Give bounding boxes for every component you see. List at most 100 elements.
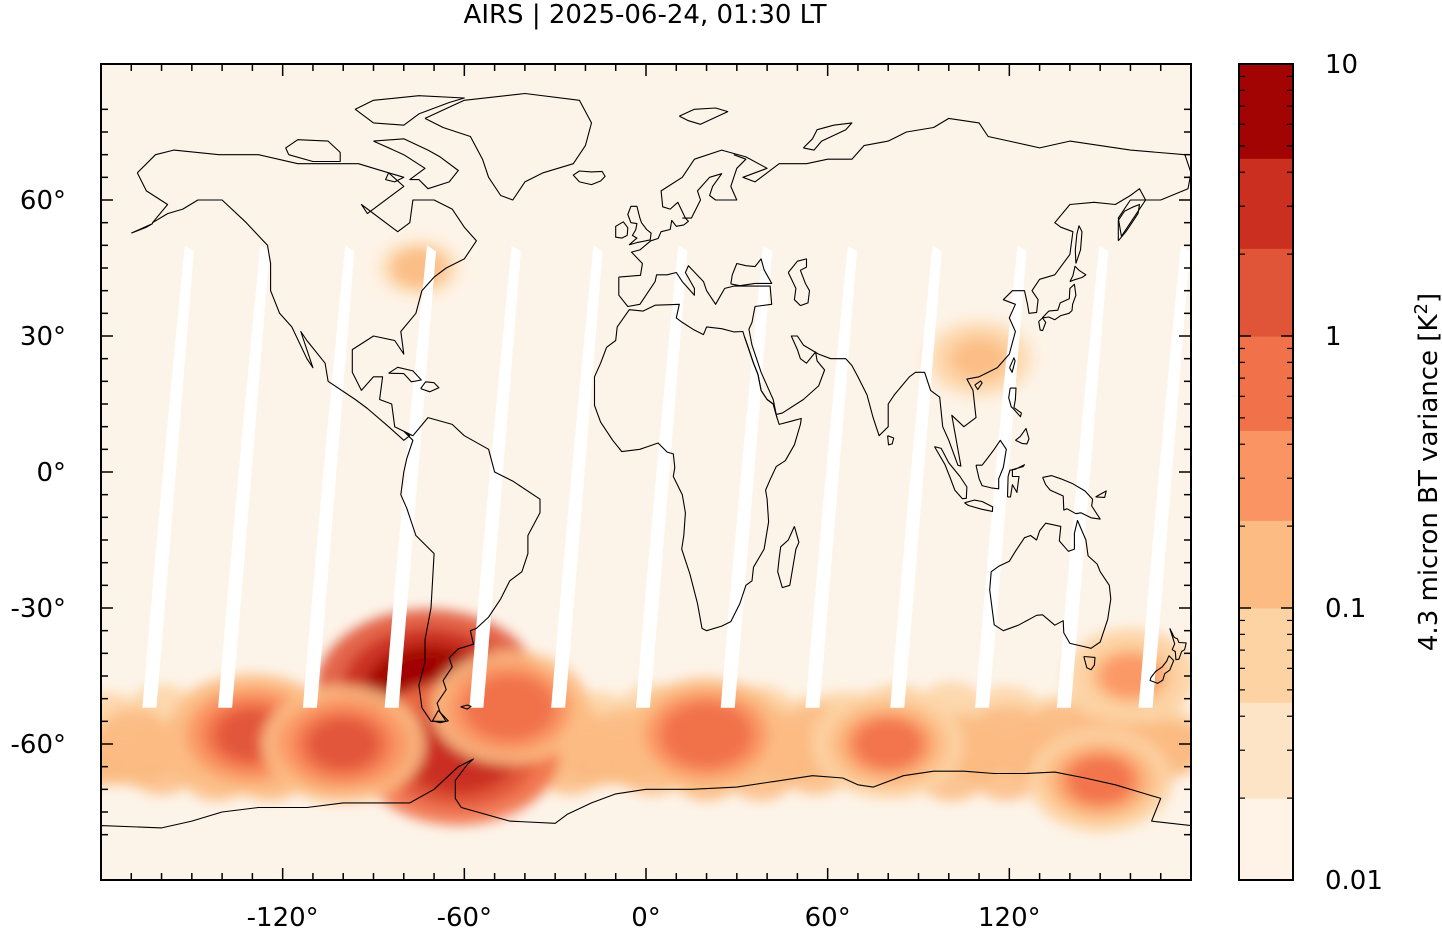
orbit-gap xyxy=(469,245,521,708)
lon-tick-label: 120° xyxy=(978,903,1041,930)
coastline-tierra-del-fuego xyxy=(431,710,449,724)
coastline-arabia-red-sea xyxy=(743,336,778,419)
coastline-greenland xyxy=(424,92,593,201)
orbit-gap xyxy=(384,245,437,708)
coastlines xyxy=(101,92,1191,853)
orbit-gap xyxy=(302,245,355,708)
lat-tick-label: 0° xyxy=(36,458,66,488)
coastline-japan-honshu xyxy=(1041,283,1077,321)
coastline-japan-hokkaido xyxy=(1069,265,1087,283)
coastline-madagascar xyxy=(777,526,800,589)
hotspot-3 xyxy=(308,719,379,769)
orbit-gap xyxy=(1138,245,1190,708)
lon-tick-label: 0° xyxy=(631,903,661,930)
coastline-black-sea xyxy=(730,258,773,287)
coastline-africa xyxy=(593,303,802,632)
lon-tick-label: -60° xyxy=(437,903,492,930)
coastline-new-guinea xyxy=(1042,475,1101,520)
coastline-taiwan xyxy=(1009,357,1016,373)
colorbar-tick-label: 1 xyxy=(1325,322,1342,352)
coastline-novaya-zemlya xyxy=(803,122,853,151)
coastline-ireland xyxy=(615,221,629,239)
lat-tick-label: 60° xyxy=(20,186,66,216)
orbit-gap xyxy=(1056,245,1109,708)
coastline-antarctica xyxy=(101,758,1191,853)
colorbar-band xyxy=(1239,520,1293,609)
coastline-australia xyxy=(989,519,1112,649)
lat-tick-label: -60° xyxy=(11,730,66,760)
coastline-new-zealand-south xyxy=(1149,655,1175,684)
coastline-new-zealand-north xyxy=(1169,628,1187,661)
colorbar-band xyxy=(1239,608,1293,703)
coastline-caspian-sea xyxy=(787,258,811,307)
coastline-baffin-island xyxy=(373,138,459,190)
orbit-gap xyxy=(720,245,773,708)
lat-tick-label: -30° xyxy=(11,594,66,624)
coastline-aleutians xyxy=(131,223,154,234)
coastline-iceland xyxy=(572,170,606,186)
colorbar-tick-label: 10 xyxy=(1325,50,1358,80)
variance-blobs xyxy=(101,230,1191,832)
coastline-hainan xyxy=(974,380,983,391)
coastline-sakhalin xyxy=(1074,225,1083,264)
figure-title: AIRS | 2025-06-24, 01:30 LT xyxy=(464,0,827,30)
colorbar-frame xyxy=(1238,63,1294,881)
orbit-gap xyxy=(805,245,857,708)
variance-field xyxy=(101,230,1191,832)
coastline-kamchatka xyxy=(1117,203,1141,242)
colorbar-band xyxy=(1239,248,1293,337)
coastline-victoria-island xyxy=(285,139,341,163)
map-ticks: -120° -60° 0° 60° 120° 60° 30° 0° -30° -60° xyxy=(11,64,1191,930)
colorbar-band xyxy=(1239,702,1293,799)
colorbar-band xyxy=(1239,158,1293,249)
coastline-svalbard xyxy=(679,107,729,125)
colorbar-band xyxy=(1239,798,1293,881)
coastline-north-america xyxy=(136,149,477,441)
map-panel: -120° -60° 0° 60° 120° 60° 30° 0° -30° -60° xyxy=(11,63,1192,930)
orbit-gap xyxy=(218,245,270,708)
orbit-gap-layer xyxy=(142,245,1190,708)
coastline-java xyxy=(964,499,994,512)
hotspot-7 xyxy=(1068,757,1133,804)
map-frame xyxy=(100,63,1192,881)
colorbar-band xyxy=(1239,64,1293,159)
lat-tick-label: 30° xyxy=(20,322,66,352)
orbit-gap xyxy=(890,245,942,708)
coastline-mindanao xyxy=(1015,427,1030,445)
orbit-gap xyxy=(975,245,1027,708)
hotspot-4 xyxy=(475,683,544,733)
coastline-south-america xyxy=(400,417,541,722)
colorbar-tick-label: 0.1 xyxy=(1325,594,1366,624)
coastline-philippines xyxy=(1008,387,1022,418)
coastline-japan-kyushu xyxy=(1038,317,1047,332)
hotspot-9 xyxy=(951,339,1007,379)
orbit-gap xyxy=(142,245,194,708)
hotspot-5 xyxy=(672,710,741,760)
hotspot-6 xyxy=(855,720,922,768)
coastline-cuba xyxy=(388,366,422,383)
lon-tick-label: -120° xyxy=(247,903,319,930)
colorbar-tick-label: 0.01 xyxy=(1325,866,1383,896)
colorbar-ticks: 10 1 0.1 0.01 xyxy=(1239,50,1383,896)
coastline-new-britain xyxy=(1095,490,1107,498)
colorbar: 10 1 0.1 0.01 4.3 micron BT variance [K2] xyxy=(1238,50,1442,896)
orbit-gap xyxy=(551,245,603,708)
coastline-tasmania xyxy=(1083,655,1096,671)
colorbar-band xyxy=(1239,336,1293,431)
coastline-hudson-bay-islands xyxy=(385,172,405,183)
hotspot-10 xyxy=(393,249,445,287)
coastline-hispaniola xyxy=(420,381,440,393)
colorbar-band xyxy=(1239,430,1293,521)
coastline-sulawesi xyxy=(1006,464,1026,498)
coastline-eurasia xyxy=(618,117,1191,467)
coastline-borneo xyxy=(975,439,1007,490)
colorbar-label: 4.3 micron BT variance [K2] xyxy=(1411,293,1442,651)
coastline-scandinavia xyxy=(682,154,747,219)
coastline-sumatra xyxy=(934,446,968,500)
coastline-ellesmere-island xyxy=(354,95,465,126)
coastline-great-britain xyxy=(627,205,652,246)
colorbar-bands xyxy=(1239,64,1293,881)
coastline-falklands xyxy=(460,704,472,710)
coastline-sri-lanka xyxy=(887,435,895,446)
